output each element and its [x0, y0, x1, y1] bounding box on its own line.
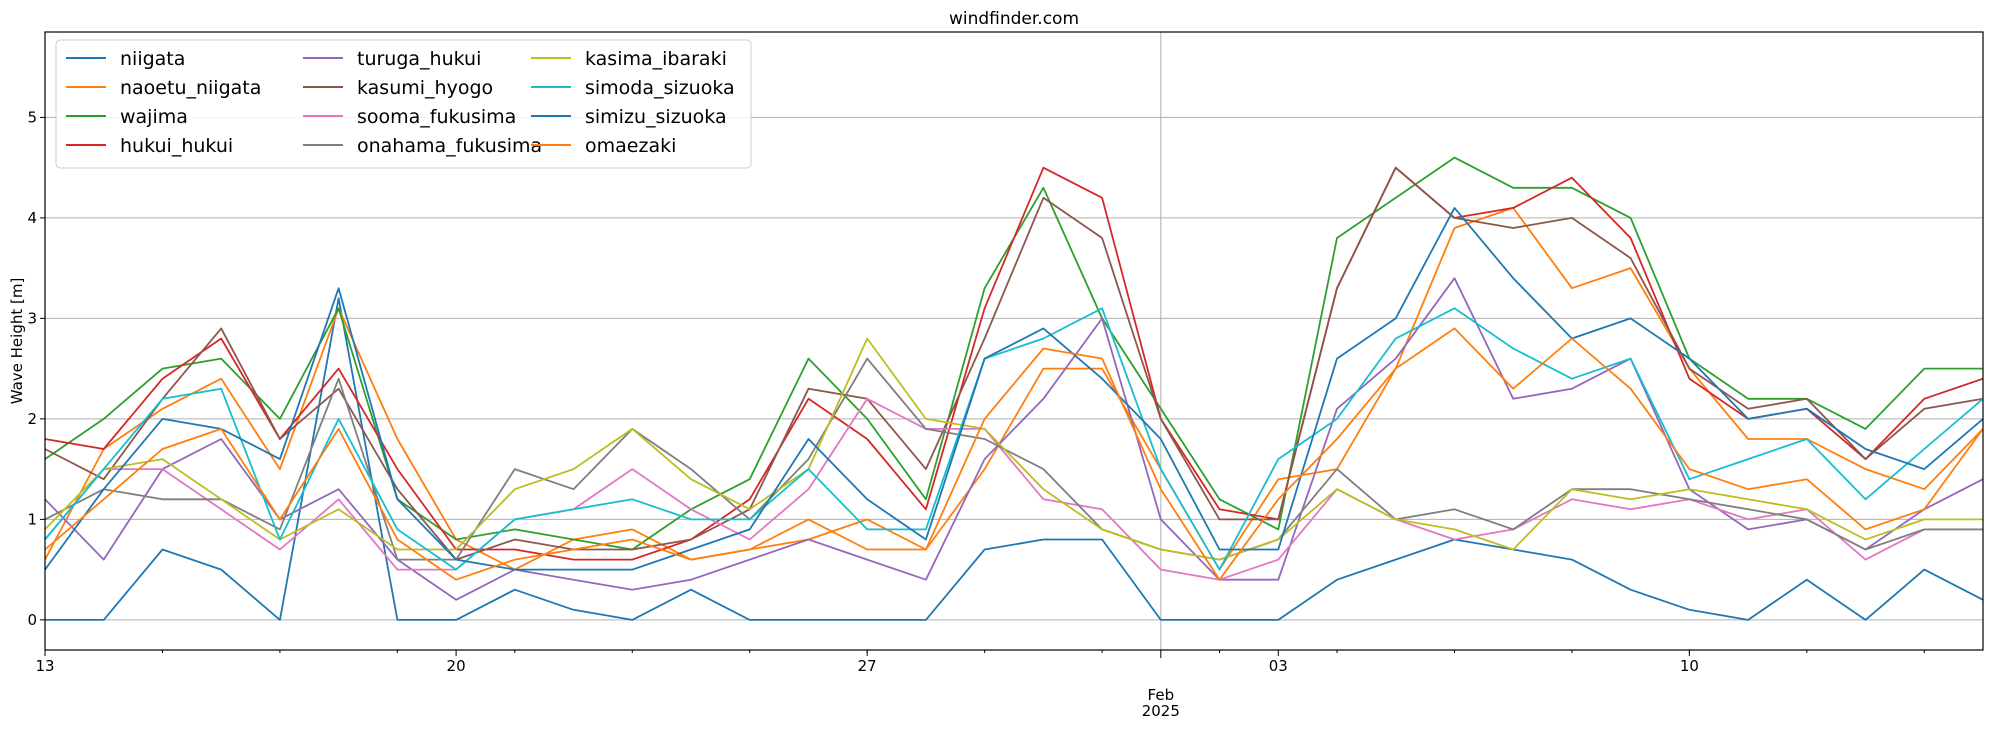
legend-label: omaezaki [585, 135, 676, 157]
x-tick-label: 10 [1680, 657, 1699, 675]
legend-label: turuga_hukui [357, 48, 481, 70]
series-line-niigata [45, 297, 1984, 621]
x-year-label: 2025 [1142, 702, 1180, 720]
legend-label: wajima [120, 106, 188, 128]
series-line-omaezaki [44, 327, 1984, 581]
series-line-hukui_hukui [44, 166, 1984, 561]
y-tick-label: 4 [27, 209, 37, 227]
legend-label: simoda_sizuoka [585, 77, 735, 99]
series-line-simizu_sizuoka [44, 206, 1984, 571]
series-lines [44, 156, 1984, 621]
legend-label: simizu_sizuoka [585, 106, 727, 128]
y-axis-label: Wave Height [m] [8, 278, 26, 405]
legend-label: hukui_hukui [120, 135, 233, 157]
series-line-simoda_sizuoka [44, 307, 1984, 571]
x-tick-label: 27 [858, 657, 877, 675]
y-tick-label: 2 [27, 410, 37, 428]
x-tick-label: 03 [1269, 657, 1288, 675]
x-tick-label: 13 [35, 657, 54, 675]
series-line-turuga_hukui [44, 277, 1984, 601]
y-tick-label: 5 [27, 108, 37, 126]
x-month-label: Feb [1148, 686, 1175, 704]
legend-box [55, 39, 752, 169]
legend-label: kasumi_hyogo [357, 77, 493, 99]
series-line-kasumi_hyogo [44, 166, 1984, 561]
y-tick-label: 3 [27, 309, 37, 327]
y-tick-label: 0 [27, 611, 37, 629]
y-tick-label: 1 [27, 510, 37, 528]
series-line-naoetu_niigata [44, 206, 1984, 571]
legend-label: sooma_fukusima [357, 106, 516, 128]
plot-frame [44, 31, 1984, 651]
legend-label: naoetu_niigata [120, 77, 261, 99]
legend-label: kasima_ibaraki [585, 48, 727, 70]
x-tick-label: 20 [447, 657, 466, 675]
series-line-sooma_fukusima [44, 397, 1983, 581]
series-line-kasima_ibaraki [44, 337, 1983, 561]
legend-label: onahama_fukusima [357, 135, 542, 157]
chart-title: windfinder.com [949, 9, 1079, 29]
legend-label: niigata [120, 48, 185, 70]
